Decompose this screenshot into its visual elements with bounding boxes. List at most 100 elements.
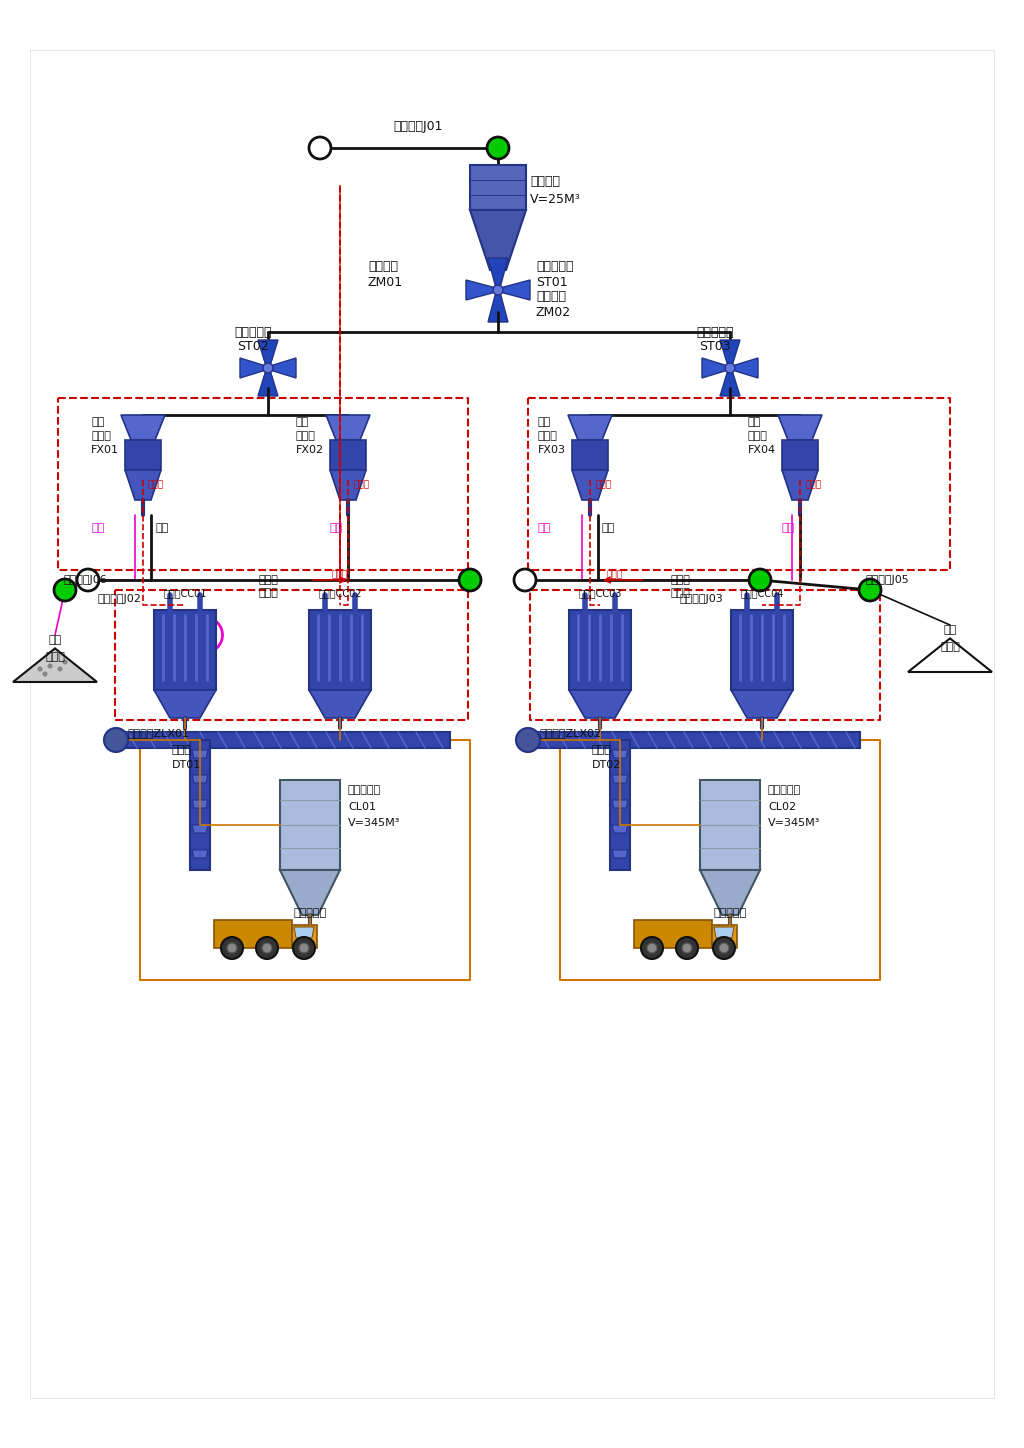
- FancyBboxPatch shape: [280, 780, 340, 870]
- Text: 除尘器CC03: 除尘器CC03: [579, 588, 622, 598]
- Text: 粉砂: 粉砂: [296, 417, 309, 427]
- Text: 粉砂: 粉砂: [748, 417, 761, 427]
- FancyBboxPatch shape: [118, 733, 450, 749]
- Circle shape: [516, 728, 540, 752]
- Text: 转运螺旋ZLX02: 转运螺旋ZLX02: [540, 728, 602, 738]
- Polygon shape: [309, 691, 371, 718]
- Text: 细砂: 细砂: [538, 523, 551, 533]
- Polygon shape: [612, 775, 628, 783]
- Polygon shape: [782, 471, 818, 500]
- Circle shape: [514, 569, 536, 591]
- Text: 电液阀门: 电液阀门: [536, 290, 566, 303]
- Text: ST01: ST01: [536, 277, 567, 290]
- Circle shape: [713, 937, 735, 959]
- Polygon shape: [193, 799, 208, 808]
- Text: 分析机: 分析机: [296, 432, 315, 442]
- Circle shape: [487, 138, 509, 159]
- Text: ST03: ST03: [699, 340, 731, 353]
- Text: DT02: DT02: [592, 760, 622, 770]
- Circle shape: [77, 569, 99, 591]
- Circle shape: [262, 943, 272, 953]
- Circle shape: [682, 943, 692, 953]
- Circle shape: [221, 937, 243, 959]
- Polygon shape: [714, 927, 734, 938]
- Text: V=345M³: V=345M³: [768, 818, 820, 828]
- Polygon shape: [634, 919, 712, 948]
- Polygon shape: [193, 850, 208, 859]
- Circle shape: [641, 937, 663, 959]
- Text: ZM01: ZM01: [368, 277, 403, 290]
- Polygon shape: [612, 799, 628, 808]
- Polygon shape: [700, 870, 760, 915]
- Text: ZM02: ZM02: [536, 306, 571, 319]
- Text: V=25M³: V=25M³: [530, 193, 581, 206]
- Text: 转运皮带J05: 转运皮带J05: [865, 575, 908, 585]
- Text: 电液阀门: 电液阀门: [368, 261, 398, 274]
- Circle shape: [293, 937, 315, 959]
- Text: 体排出: 体排出: [258, 588, 278, 598]
- Polygon shape: [280, 870, 340, 915]
- FancyBboxPatch shape: [569, 610, 631, 691]
- Circle shape: [459, 569, 481, 591]
- Text: 除尘器CC04: 除尘器CC04: [740, 588, 783, 598]
- Polygon shape: [121, 416, 165, 440]
- Text: 抽尘点: 抽尘点: [595, 479, 611, 489]
- Polygon shape: [258, 371, 278, 395]
- Text: 转运螺旋ZLX01: 转运螺旋ZLX01: [128, 728, 190, 738]
- Text: 成品: 成品: [943, 626, 956, 636]
- Polygon shape: [568, 416, 612, 440]
- Text: 清洁气: 清洁气: [258, 575, 278, 585]
- FancyBboxPatch shape: [154, 610, 216, 691]
- Text: 缓冲料仓: 缓冲料仓: [530, 175, 560, 188]
- Text: 粗砂堆: 粗砂堆: [940, 641, 959, 652]
- Text: CL01: CL01: [348, 802, 376, 812]
- Polygon shape: [778, 416, 822, 440]
- FancyBboxPatch shape: [731, 610, 793, 691]
- Text: 抽尘点: 抽尘点: [353, 479, 369, 489]
- Circle shape: [48, 665, 51, 668]
- Circle shape: [104, 728, 128, 752]
- Text: 斗提机: 斗提机: [592, 746, 612, 754]
- Text: 成品: 成品: [48, 636, 61, 644]
- Text: 粉料储料罐: 粉料储料罐: [768, 785, 801, 795]
- Text: 除尘器CC02: 除尘器CC02: [318, 588, 361, 598]
- Polygon shape: [720, 340, 740, 366]
- Text: 汽车散装机: 汽车散装机: [294, 908, 327, 918]
- Polygon shape: [330, 471, 366, 500]
- Circle shape: [58, 668, 61, 670]
- Text: 三通溜槽一: 三通溜槽一: [536, 261, 573, 274]
- Text: 抽尘点: 抽尘点: [805, 479, 821, 489]
- Text: 上料皮带J01: 上料皮带J01: [393, 120, 442, 133]
- Polygon shape: [240, 358, 266, 378]
- FancyBboxPatch shape: [782, 440, 818, 471]
- Polygon shape: [258, 340, 278, 366]
- Text: 分析机: 分析机: [538, 432, 558, 442]
- Circle shape: [263, 363, 273, 374]
- Text: FX04: FX04: [748, 445, 776, 455]
- Text: 细砂: 细砂: [782, 523, 796, 533]
- Polygon shape: [470, 210, 526, 269]
- Polygon shape: [612, 850, 628, 859]
- Circle shape: [299, 943, 309, 953]
- Circle shape: [39, 668, 42, 670]
- Polygon shape: [270, 358, 296, 378]
- Circle shape: [719, 943, 729, 953]
- Polygon shape: [569, 691, 631, 718]
- Polygon shape: [732, 358, 758, 378]
- Polygon shape: [731, 691, 793, 718]
- Polygon shape: [488, 292, 508, 321]
- Polygon shape: [193, 775, 208, 783]
- FancyBboxPatch shape: [530, 733, 860, 749]
- Polygon shape: [326, 416, 370, 440]
- FancyBboxPatch shape: [190, 740, 210, 870]
- Text: 粗砂: 粗砂: [155, 523, 168, 533]
- Circle shape: [227, 943, 237, 953]
- Text: FX02: FX02: [296, 445, 325, 455]
- Circle shape: [676, 937, 698, 959]
- Circle shape: [63, 660, 67, 663]
- Polygon shape: [712, 925, 737, 948]
- Polygon shape: [292, 925, 317, 948]
- Polygon shape: [702, 358, 728, 378]
- Text: 细砂: 细砂: [91, 523, 104, 533]
- Text: CL02: CL02: [768, 802, 796, 812]
